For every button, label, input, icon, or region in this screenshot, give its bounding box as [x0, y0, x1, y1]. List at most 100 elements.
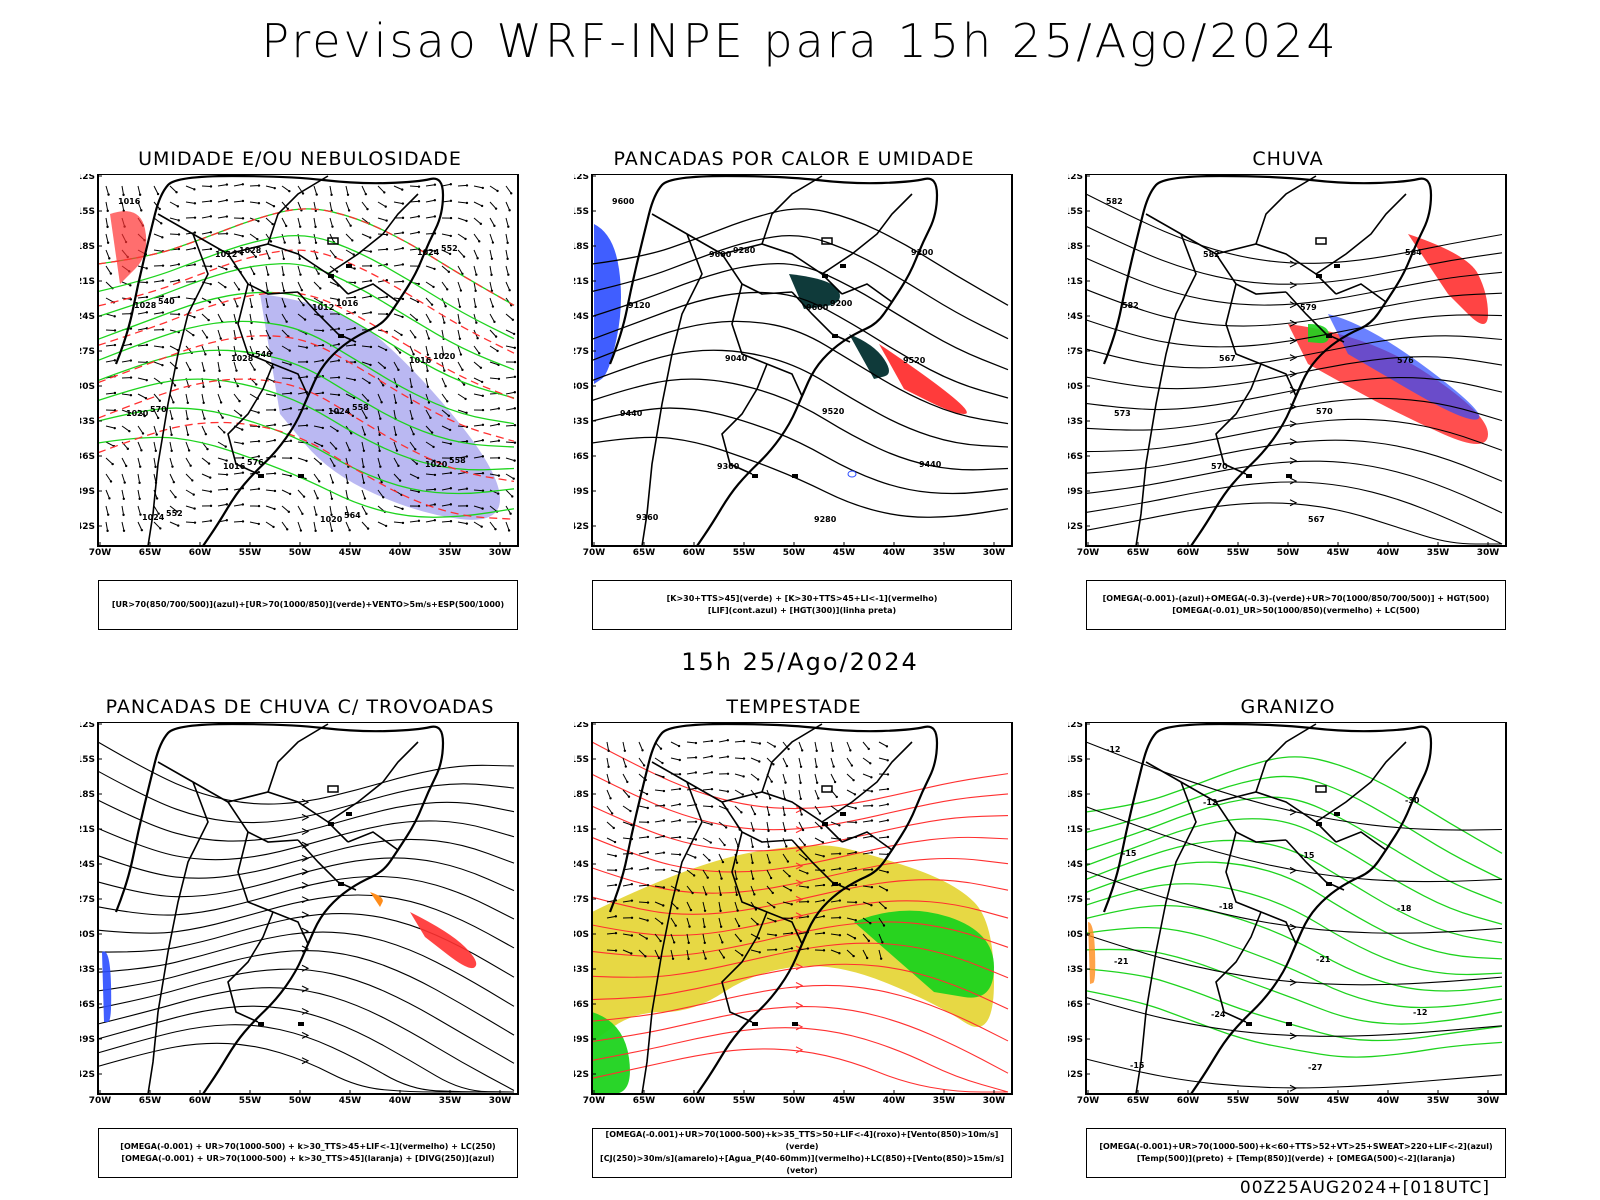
arrow-head: [822, 855, 825, 858]
arrow-head: [854, 821, 858, 824]
wind-arrow: [249, 409, 259, 414]
contour-label: 552: [441, 244, 458, 253]
wind-arrow: [425, 345, 429, 355]
arrow-head: [512, 477, 515, 480]
wind-arrow: [425, 249, 436, 252]
contour-label: 1020: [425, 460, 448, 469]
wind-arrow: [702, 805, 713, 808]
wind-arrow: [361, 377, 370, 384]
arrow-head: [257, 522, 260, 526]
wind-arrow: [281, 313, 288, 322]
arrow-head: [678, 819, 682, 822]
wind-arrow: [265, 249, 270, 259]
wind-arrow: [393, 441, 398, 451]
country-border: [157, 761, 299, 843]
country-border: [157, 213, 299, 295]
wind-arrow: [345, 505, 349, 515]
wind-arrow: [217, 199, 227, 203]
wind-arrow: [137, 344, 147, 347]
wind-arrow: [137, 409, 145, 417]
contour-label: 9520: [903, 356, 926, 365]
lake-marker: [1326, 334, 1332, 338]
arrow-head: [449, 442, 453, 446]
wind-arrow: [830, 741, 834, 751]
contour-label: 1012: [215, 250, 237, 259]
arrow-head: [272, 205, 276, 208]
wind-arrow: [702, 771, 712, 775]
legend-line: [OMEGA(-0.001)+UR>70(1000-500)+k<60+TTS>…: [1099, 1142, 1493, 1151]
wind-arrow: [846, 917, 856, 921]
arrow-head: [674, 924, 677, 927]
wind-arrow: [505, 233, 509, 243]
arrow-head: [159, 527, 162, 530]
wind-arrow: [121, 201, 125, 211]
arrow-head: [171, 465, 174, 468]
arrow-head: [822, 949, 826, 952]
wind-arrow: [878, 917, 885, 926]
arrow-head: [719, 909, 722, 913]
arrow-head: [337, 327, 341, 330]
arrow-head: [433, 249, 437, 253]
arrow-head: [363, 497, 367, 500]
arrow-head: [751, 845, 754, 849]
lat-tick-label: 24S: [1068, 860, 1083, 870]
country-border: [147, 781, 209, 1095]
arrow-head: [161, 295, 165, 298]
flow-arrow: [1289, 923, 1298, 931]
arrow-head: [646, 806, 649, 810]
wind-arrow: [846, 805, 856, 809]
arrow-head: [337, 343, 341, 346]
arrow-head: [363, 433, 367, 436]
arrow-head: [768, 797, 772, 800]
arrow-head: [870, 886, 874, 889]
wind-arrow: [425, 184, 435, 187]
country-border: [227, 791, 349, 843]
arrow-head: [493, 224, 496, 228]
wind-arrow: [862, 820, 872, 823]
capital-marker: [821, 237, 833, 245]
contour-line: [1085, 926, 1503, 1009]
lake-marker: [298, 1022, 304, 1026]
arrow-head: [298, 257, 301, 261]
wind-arrow: [217, 409, 224, 418]
arrow-head: [496, 189, 499, 193]
arrow-head: [401, 315, 404, 319]
wind-arrow: [782, 805, 786, 815]
arrow-head: [886, 819, 890, 822]
arrow-head: [192, 493, 195, 496]
contour-line: [591, 378, 1009, 471]
arrow-head: [289, 423, 293, 426]
streamline: [97, 857, 515, 898]
wind-arrow: [249, 329, 253, 339]
contour-label: -12: [1106, 745, 1120, 754]
arrow-head: [719, 893, 722, 897]
wind-arrow: [249, 521, 259, 525]
arrow-head: [708, 859, 711, 862]
wind-arrow: [686, 885, 693, 894]
lon-tick-label: 35W: [439, 1096, 462, 1106]
arrow-head: [128, 429, 131, 433]
contour-label: -24: [1211, 1010, 1226, 1019]
country-border: [297, 839, 357, 891]
arrow-head: [783, 829, 787, 832]
arrow-head: [177, 279, 181, 282]
arrow-head: [660, 922, 664, 925]
arrow-head: [353, 281, 357, 284]
arrow-head: [369, 279, 373, 282]
wind-arrow: [654, 933, 661, 942]
wind-arrow: [441, 345, 445, 355]
wind-arrow: [457, 409, 467, 414]
wind-arrow: [105, 505, 109, 515]
lake-marker: [258, 1022, 264, 1026]
arrow-head: [465, 201, 469, 205]
wind-arrow: [718, 885, 722, 895]
flow-arrow: [1289, 1084, 1298, 1092]
arrow-head: [321, 329, 325, 332]
lat-tick-label: 12S: [80, 174, 95, 182]
wind-arrow: [329, 393, 340, 396]
arrow-head: [630, 867, 634, 870]
wind-arrow: [313, 265, 320, 274]
wind-arrow: [297, 489, 305, 497]
arrow-head: [398, 351, 402, 354]
wind-arrow: [185, 247, 195, 251]
